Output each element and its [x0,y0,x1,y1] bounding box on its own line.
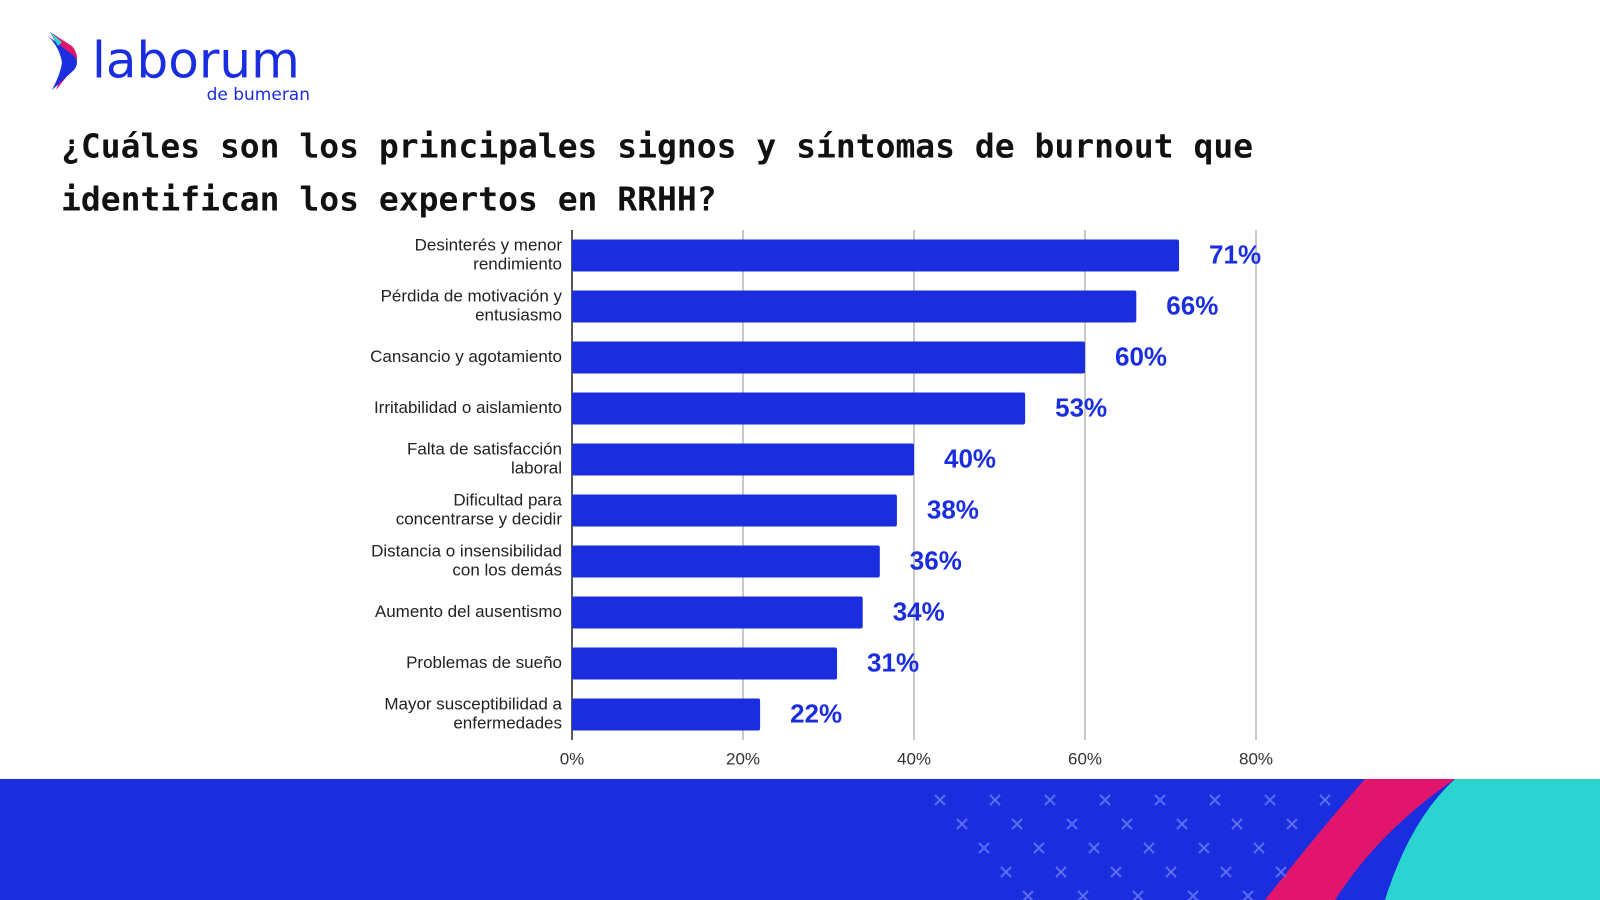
bar [572,596,863,629]
bar [572,545,880,578]
category-label: enfermedades [453,713,562,732]
footer-cross [1220,866,1232,878]
logo-mark-front [48,36,77,90]
footer-cross [1231,818,1243,830]
bar [572,698,761,731]
value-label: 60% [1115,341,1167,371]
footer-cross [1011,818,1023,830]
value-label: 31% [867,647,919,677]
chart-title: identifican los expertos en RRHH? [61,180,717,219]
bar [572,290,1137,323]
footer-cross [1110,866,1122,878]
category-label: Irritabilidad o aislamiento [374,398,562,417]
logo-tagline: de bumeran [207,85,310,105]
bar [572,647,838,680]
footer-cross [956,818,968,830]
value-label: 22% [790,698,842,728]
footer-cross [978,842,990,854]
category-label: laboral [511,458,562,477]
bar [572,443,914,476]
footer-cross [1044,794,1056,806]
x-tick-label: 40% [897,749,931,768]
footer-cross [989,794,1001,806]
category-label: Aumento del ausentismo [375,602,562,621]
bar [572,392,1026,425]
footer-cross [934,794,946,806]
footer-cross [1088,842,1100,854]
footer-cross [1319,794,1331,806]
bar [572,494,897,527]
footer-cross [1066,818,1078,830]
footer-teal [1385,779,1600,900]
logo-mark-back [50,32,77,90]
footer-cross [1187,890,1199,900]
logo-mark-accent [50,32,62,46]
x-tick-label: 80% [1239,749,1273,768]
logo-name: laborum [92,32,300,90]
value-label: 34% [893,596,945,626]
footer-cross [1099,794,1111,806]
category-label: Problemas de sueño [406,653,562,672]
footer-cross [1154,794,1166,806]
footer-cross [1055,866,1067,878]
footer-cross [1264,794,1276,806]
chart-title: ¿Cuáles son los principales signos y sín… [61,127,1253,166]
footer-cross [1022,890,1034,900]
footer-cross [1286,818,1298,830]
category-label: Falta de satisfacción [407,439,562,458]
value-label: 36% [910,545,962,575]
category-label: Distancia o insensibilidad [371,541,562,560]
category-label: Pérdida de motivación y [381,286,563,305]
footer-cross [1000,866,1012,878]
category-label: rendimiento [473,254,562,273]
footer-cross [1143,842,1155,854]
value-label: 66% [1166,290,1218,320]
footer-cross [1209,794,1221,806]
category-label: Cansancio y agotamiento [370,347,562,366]
category-label: Desinterés y menor [415,235,563,254]
category-label: concentrarse y decidir [396,509,563,528]
logo: laborum de bumeran [48,32,310,105]
x-tick-label: 20% [726,749,760,768]
category-label: entusiasmo [475,305,562,324]
category-label: con los demás [452,560,562,579]
footer-cross [1132,890,1144,900]
bar [572,239,1180,272]
x-tick-label: 60% [1068,749,1102,768]
footer-cross [1275,866,1287,878]
bar [572,341,1085,374]
footer-cross [1033,842,1045,854]
footer-cross [1198,842,1210,854]
value-label: 71% [1209,239,1261,269]
footer-pink [1265,779,1455,900]
category-label: Dificultad para [453,490,562,509]
footer-cross [1121,818,1133,830]
footer-cross [1176,818,1188,830]
footer [0,779,1600,900]
value-label: 38% [927,494,979,524]
value-label: 40% [944,443,996,473]
footer-cross [1077,890,1089,900]
footer-cross [1165,866,1177,878]
value-label: 53% [1055,392,1107,422]
x-tick-label: 0% [560,749,585,768]
footer-cross [1242,890,1254,900]
category-label: Mayor susceptibilidad a [384,694,562,713]
footer-cross [1253,842,1265,854]
